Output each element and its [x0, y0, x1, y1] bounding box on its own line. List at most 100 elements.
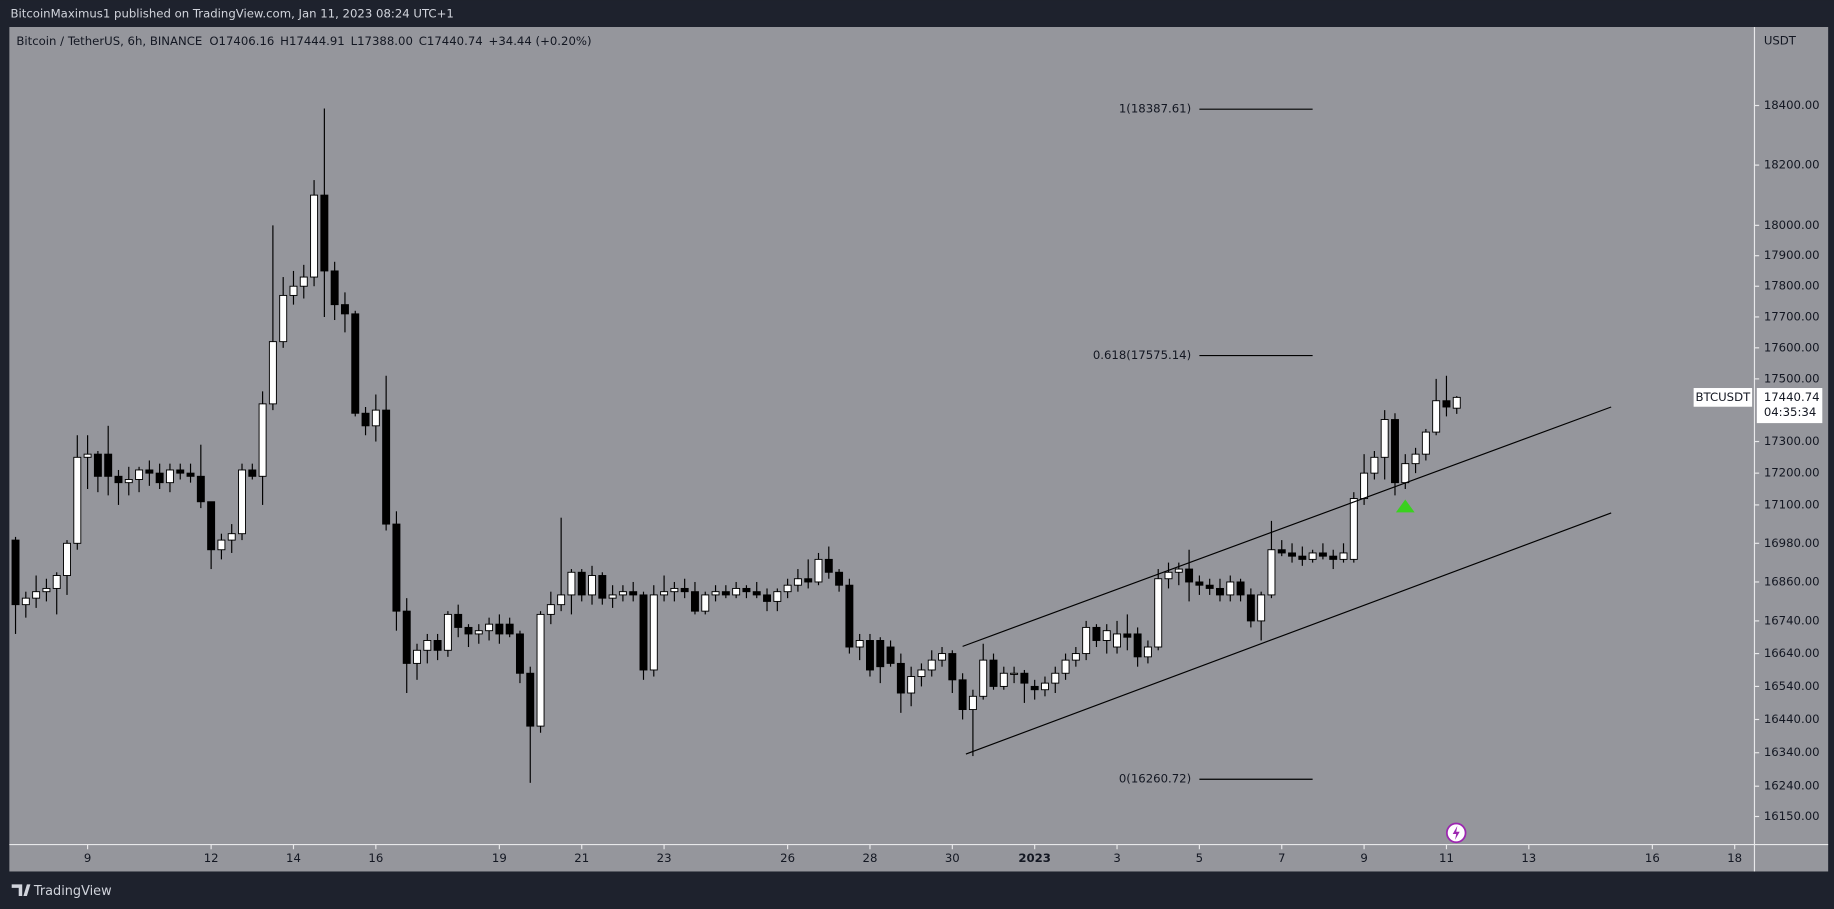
- candle-body: [690, 591, 699, 612]
- candle-body: [423, 640, 432, 651]
- candle-body: [21, 597, 30, 606]
- x-tick-label: 5: [1196, 851, 1203, 865]
- candle-body: [1442, 400, 1451, 408]
- x-tick-label: 9: [84, 851, 91, 865]
- y-tick-label: 17500.00: [1764, 371, 1820, 385]
- fib-label: 0.618(17575.14): [1093, 348, 1191, 362]
- candle-body: [1349, 498, 1358, 560]
- candles: [11, 108, 1461, 783]
- candle-body: [526, 672, 535, 727]
- chart-header: Bitcoin / TetherUS, 6h, BINANCE O17406.16…: [16, 34, 591, 48]
- candle-body: [752, 591, 761, 596]
- candle-body: [310, 194, 319, 278]
- field-key: O: [209, 34, 218, 48]
- candle-body: [32, 591, 41, 599]
- candle-body: [968, 695, 977, 711]
- x-tick-label: 9: [1360, 851, 1367, 865]
- candle-body: [299, 276, 308, 287]
- countdown: 04:35:34: [1764, 405, 1817, 419]
- candle-body: [742, 587, 751, 593]
- candle-body: [1143, 646, 1152, 658]
- candle-body: [289, 285, 298, 296]
- x-tick-label: 16: [368, 851, 383, 865]
- candle-body: [1308, 552, 1317, 560]
- candle-body: [268, 341, 277, 405]
- candle-body: [392, 523, 401, 612]
- candle-body: [1246, 594, 1255, 622]
- candle-body: [1123, 633, 1132, 638]
- candle-body: [1082, 626, 1091, 655]
- candle-body: [1411, 453, 1420, 465]
- candle-body: [598, 575, 607, 599]
- candle-body: [361, 412, 370, 427]
- candle-body: [1216, 587, 1224, 596]
- candle-body: [371, 409, 380, 427]
- y-tick-label: 16150.00: [1764, 809, 1820, 823]
- y-tick-label: 17200.00: [1764, 466, 1820, 480]
- x-tick-label: 18: [1727, 851, 1742, 865]
- candle-body: [567, 571, 576, 596]
- candle-body: [845, 584, 854, 648]
- field-value: 17388.00: [357, 34, 413, 48]
- candle-body: [588, 575, 596, 596]
- candle-body: [104, 453, 113, 477]
- candle-body: [639, 594, 648, 671]
- y-unit: USDT: [1764, 34, 1797, 48]
- icon-bolt: [1452, 825, 1460, 840]
- candle-body: [485, 623, 494, 632]
- price-tag-box: [1756, 388, 1823, 424]
- field-key: C: [419, 34, 427, 48]
- y-tick-label: 16980.00: [1764, 536, 1820, 550]
- x-tick-label: 21: [574, 851, 589, 865]
- candle-body: [1391, 419, 1399, 484]
- candle-body: [711, 591, 720, 596]
- candle-body: [907, 676, 916, 694]
- logo-icon: [11, 884, 31, 897]
- candle-body: [340, 304, 349, 315]
- candle-body: [1380, 419, 1389, 458]
- candle-body: [979, 659, 988, 697]
- candle-body: [73, 456, 82, 544]
- candle-body: [1030, 685, 1039, 691]
- symbol-tag: BTCUSDT: [1696, 390, 1752, 404]
- field-key: L: [351, 34, 358, 48]
- field-value: 17444.91: [289, 34, 345, 48]
- field-key: H: [280, 34, 289, 48]
- candle-body: [186, 472, 195, 477]
- y-tick-label: 16860.00: [1764, 574, 1820, 588]
- candle-body: [42, 587, 51, 593]
- candle-body: [896, 662, 905, 694]
- y-tick-label: 16440.00: [1764, 712, 1820, 726]
- candle-body: [948, 653, 957, 681]
- candle-body: [165, 469, 174, 484]
- candle-body: [217, 539, 226, 551]
- candle-body: [124, 479, 133, 484]
- candle-body: [649, 594, 658, 671]
- candle-body: [433, 640, 442, 651]
- candle-body: [886, 646, 895, 664]
- candle-body: [577, 571, 586, 596]
- candle-body: [1113, 633, 1122, 648]
- candle-body: [248, 469, 257, 477]
- y-tick-label: 18000.00: [1764, 218, 1820, 232]
- symbol-tag-box: [1693, 388, 1753, 407]
- candle-body: [793, 578, 802, 586]
- candle-body: [1329, 555, 1338, 560]
- channel-line: [962, 406, 1612, 647]
- candle-body: [1102, 630, 1111, 641]
- change: +34.44 (+0.20%): [489, 34, 592, 48]
- candle-body: [1298, 555, 1307, 560]
- candle-body: [1236, 581, 1245, 596]
- candle-body: [413, 649, 421, 664]
- candle-body: [1288, 552, 1297, 557]
- candle-body: [1195, 581, 1204, 586]
- candle-body: [1174, 568, 1183, 573]
- candle-body: [1360, 472, 1369, 500]
- candle-body: [989, 659, 998, 687]
- field-value: 17406.16: [219, 34, 275, 48]
- candle-body: [1452, 396, 1461, 409]
- y-tick-label: 16340.00: [1764, 745, 1820, 759]
- footer-text: TradingView: [33, 884, 112, 899]
- candle-body: [1267, 549, 1276, 596]
